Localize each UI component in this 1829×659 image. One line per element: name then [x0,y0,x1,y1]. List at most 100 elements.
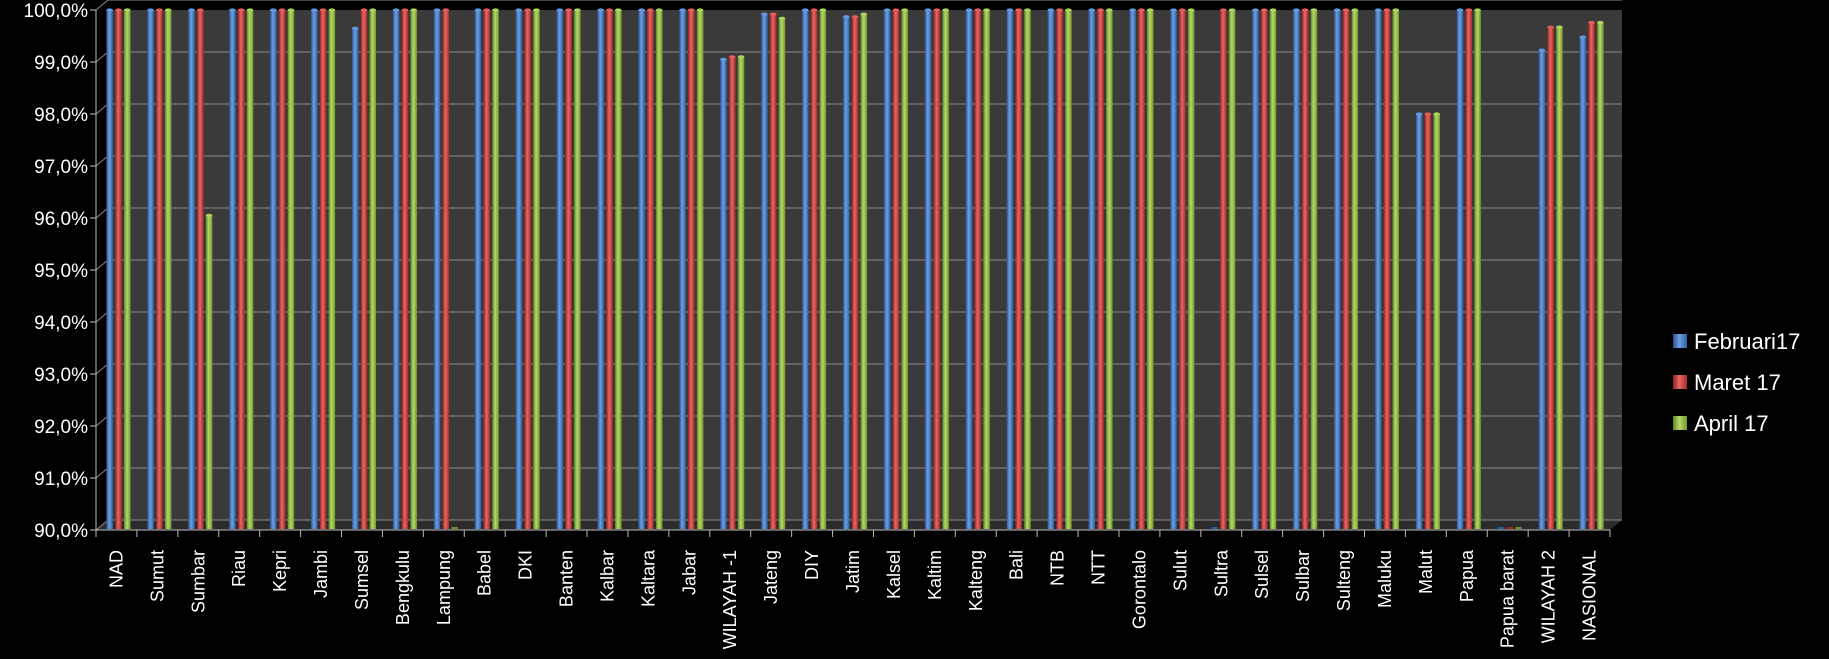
bar [574,10,581,529]
bar-cap [1170,8,1177,12]
bar-cap [524,8,531,12]
bar-cap [728,55,736,59]
bar-cap [115,8,122,12]
bar [1024,10,1031,529]
x-tick-label: NAD [106,550,126,588]
gridline-depth [95,207,109,219]
bar-cap [1228,8,1236,12]
bar [1342,10,1350,529]
bar-cap [1293,8,1300,12]
bar [1433,114,1440,529]
bar-cap [1187,8,1195,12]
x-tick-label: Kaltara [638,549,658,607]
bar [901,10,908,529]
bar [1351,10,1359,529]
legend-swatch [1673,375,1687,389]
bar-cap [802,8,809,12]
x-tick-label: Jateng [761,550,781,604]
bar [1556,27,1563,529]
bar-cap [883,8,891,12]
bar [1415,114,1423,529]
bar-cap [851,15,859,19]
bar [205,215,213,529]
bar-cap [1047,8,1055,12]
bar [1065,10,1072,529]
bar-cap [156,8,163,12]
bar-cap [810,8,818,12]
legend-label: April 17 [1694,411,1769,436]
bar [679,10,686,529]
bar-cap [369,8,377,12]
bar-cap [1179,8,1186,12]
bar-cap [1138,8,1145,12]
y-tick-label: 94,0% [34,313,88,334]
bar [483,10,490,529]
x-tick-label: WILAYAH -1 [720,550,740,649]
bar [1383,10,1391,529]
bar [515,10,523,529]
bar [1579,37,1586,529]
bar-cap [638,8,645,12]
bar-cap [1056,8,1063,12]
bar [124,10,131,529]
bar [106,10,113,529]
x-tick-label: Lampung [434,550,454,625]
bar [319,10,327,529]
bar-cap [205,213,213,217]
bar-cap [1579,35,1586,39]
bar [802,10,809,529]
bar-cap [124,8,131,12]
bar-cap [574,8,581,12]
bar [1228,10,1236,529]
bar-cap [1269,8,1277,12]
x-tick-label: NTB [1048,550,1068,586]
bar [1097,10,1104,529]
bar [851,16,859,529]
bar [965,10,973,529]
bar-cap [1260,8,1268,12]
bar-cap [597,8,604,12]
bar [147,10,154,529]
bar [819,10,827,529]
bar [229,10,236,529]
bar [778,18,786,529]
bar-cap [433,8,441,12]
bar [933,10,941,529]
bar-cap [1456,8,1464,12]
bar-cap [1097,8,1104,12]
x-tick-label: Malut [1416,550,1436,594]
bar-cap [237,8,245,12]
bar [492,10,499,529]
bar-cap [311,8,318,12]
bar-cap [924,8,932,12]
bar [328,10,336,529]
bar [1392,10,1399,529]
bar [615,10,622,529]
bar-cap [1015,8,1022,12]
bar-cap [1383,8,1391,12]
bar [1129,10,1136,529]
x-tick-label: Kepri [270,550,290,592]
gridline-depth [95,103,109,115]
gridline-depth [95,155,109,167]
bar-cap [197,8,204,12]
bar-cap [351,26,359,30]
bar-cap [533,8,540,12]
gridline-depth [95,311,109,323]
bar-cap [737,55,745,59]
bar-cap [1588,20,1595,25]
bar [1588,22,1595,529]
bar [883,10,891,529]
bar [115,10,122,529]
bar-cap [860,12,868,16]
legend-label: Februari17 [1694,329,1800,354]
bar [270,10,277,529]
bar [287,10,295,529]
legend-swatch [1673,334,1687,348]
bar [606,10,613,529]
gridline-depth [95,0,109,11]
bar [237,10,245,529]
bar [1179,10,1186,529]
gridline-depth [95,519,109,531]
bar-cap [1065,8,1072,12]
